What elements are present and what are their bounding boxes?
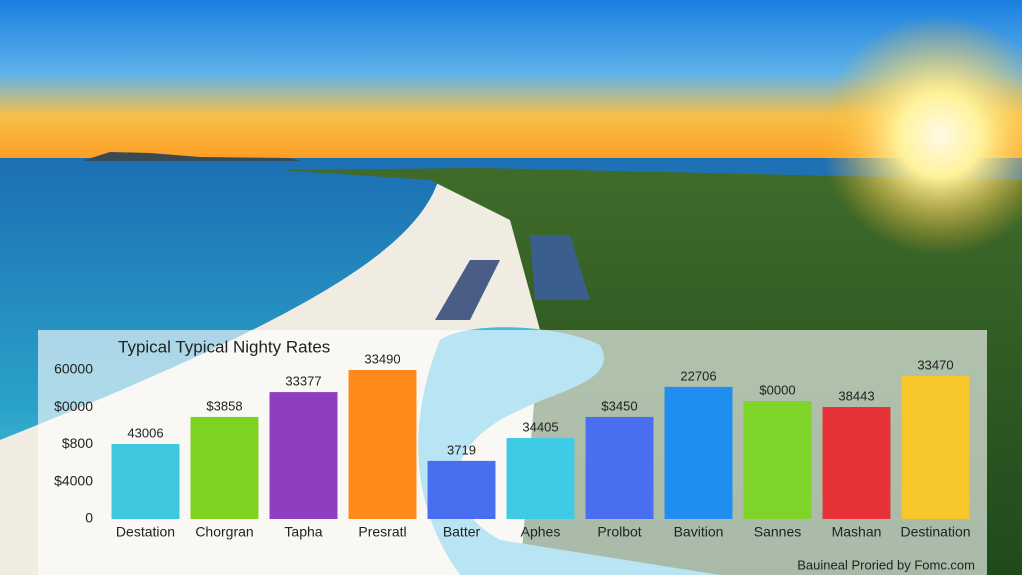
value-label: 34405 bbox=[522, 419, 558, 434]
x-tick-label: Chorgran bbox=[195, 524, 253, 540]
y-tick-label: $0000 bbox=[54, 398, 93, 414]
x-tick-label: Bavition bbox=[674, 524, 724, 540]
bar bbox=[506, 438, 575, 519]
x-tick-label: Batter bbox=[443, 524, 481, 540]
chart-title: Typical Typical Nighty Rates bbox=[118, 337, 330, 356]
bar bbox=[111, 444, 180, 519]
value-label: $3858 bbox=[206, 398, 242, 413]
value-label: 22706 bbox=[680, 368, 716, 383]
y-tick-label: $4000 bbox=[54, 472, 93, 488]
value-label: 3719 bbox=[447, 442, 476, 457]
value-label: 33470 bbox=[917, 357, 953, 372]
bar bbox=[190, 416, 259, 519]
value-label: $0000 bbox=[759, 382, 795, 397]
source-note: Bauineal Proried by Fomc.com bbox=[797, 557, 975, 572]
y-tick-label: 0 bbox=[85, 510, 93, 526]
y-tick-label: $800 bbox=[62, 435, 93, 451]
x-tick-label: Destation bbox=[116, 524, 175, 540]
value-label: 33490 bbox=[364, 351, 400, 366]
bar bbox=[427, 460, 496, 519]
bar bbox=[269, 392, 338, 519]
bar bbox=[664, 386, 733, 519]
bar bbox=[348, 370, 417, 519]
x-tick-label: Prolbot bbox=[597, 524, 641, 540]
bar bbox=[743, 401, 812, 519]
y-tick-label: 60000 bbox=[54, 361, 93, 377]
bar bbox=[585, 416, 654, 519]
bar bbox=[822, 407, 891, 519]
value-label: 43006 bbox=[127, 425, 163, 440]
x-tick-label: Mashan bbox=[832, 524, 882, 540]
x-tick-label: Sannes bbox=[754, 524, 801, 540]
bar bbox=[901, 375, 970, 519]
x-tick-label: Aphes bbox=[521, 524, 561, 540]
value-label: 38443 bbox=[838, 388, 874, 403]
x-tick-label: Presratl bbox=[358, 524, 406, 540]
x-tick-label: Tapha bbox=[284, 524, 322, 540]
x-tick-label: Destination bbox=[900, 524, 970, 540]
value-label: $3450 bbox=[601, 398, 637, 413]
value-label: 33377 bbox=[285, 374, 321, 389]
